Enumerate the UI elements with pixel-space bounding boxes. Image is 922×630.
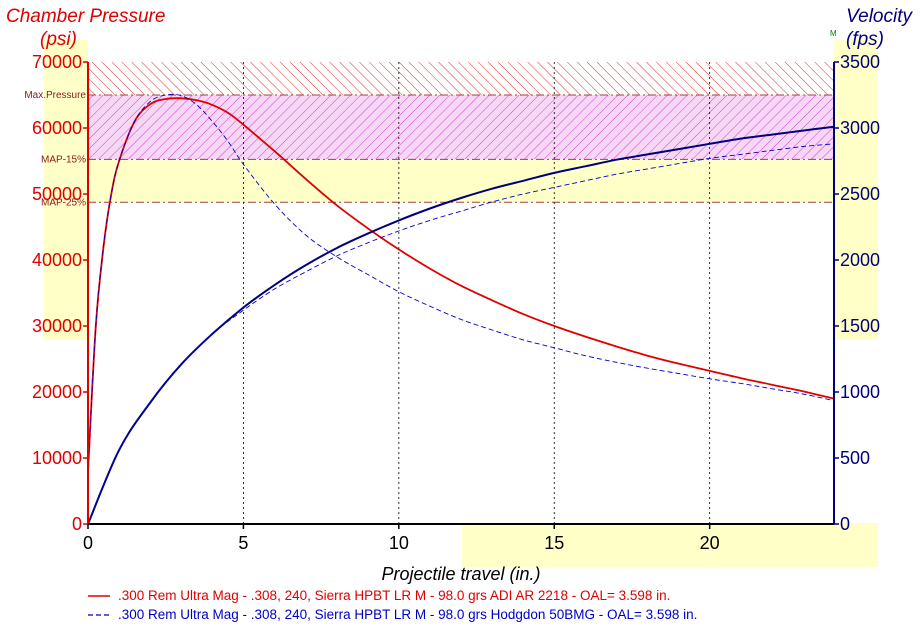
band-label-2: MAP-25% bbox=[41, 197, 86, 208]
left-axis-highlight bbox=[44, 40, 88, 340]
grid-lines bbox=[243, 62, 711, 524]
band-over-max bbox=[88, 62, 834, 95]
tick-left-3: 30000 bbox=[32, 316, 82, 336]
tick-x-0: 0 bbox=[83, 533, 93, 553]
tick-right-6: 3000 bbox=[840, 118, 880, 138]
pressure-line-series-1 bbox=[87, 93, 835, 472]
right-axis-unit: (fps) bbox=[846, 29, 884, 50]
tick-right-4: 2000 bbox=[840, 250, 880, 270]
legend-label-50bmg: .300 Rem Ultra Mag - .308, 240, Sierra H… bbox=[118, 607, 698, 622]
band-map25 bbox=[88, 159, 834, 203]
left-axis-title: Chamber Pressure bbox=[6, 6, 165, 27]
series-lines bbox=[87, 93, 835, 525]
legend-item-50bmg: .300 Rem Ultra Mag - .308, 240, Sierra H… bbox=[88, 605, 697, 624]
velocity-line-series-0 bbox=[87, 125, 835, 525]
right-marker: M bbox=[830, 29, 837, 38]
tick-left-4: 40000 bbox=[32, 250, 82, 270]
tick-x-1: 5 bbox=[238, 533, 248, 553]
tick-right-7: 3500 bbox=[840, 52, 880, 72]
band-label-1: MAP-15% bbox=[41, 154, 86, 165]
tick-left-1: 10000 bbox=[32, 448, 82, 468]
band-label-0: Max.Pressure bbox=[24, 90, 86, 101]
right-axis-highlight bbox=[834, 40, 878, 340]
tick-left-2: 20000 bbox=[32, 382, 82, 402]
pressure-bands: Max.Pressure MAP-15% MAP-25% bbox=[24, 62, 834, 208]
tick-right-5: 2500 bbox=[840, 184, 880, 204]
tick-left-5: 50000 bbox=[32, 184, 82, 204]
tick-left-0: 0 bbox=[72, 514, 82, 534]
tick-left-6: 60000 bbox=[32, 118, 82, 138]
legend-swatch-red bbox=[88, 591, 110, 601]
tick-right-3: 1500 bbox=[840, 316, 880, 336]
tick-labels: 0100002000030000400005000060000700000500… bbox=[32, 52, 880, 553]
tick-left-7: 70000 bbox=[32, 52, 82, 72]
x-axis-title: Projectile travel (in.) bbox=[381, 564, 540, 584]
tick-right-0: 0 bbox=[840, 514, 850, 534]
bottom-axis-highlight bbox=[462, 523, 878, 567]
pressure-line-series-0 bbox=[87, 97, 835, 472]
legend-item-ar2218: .300 Rem Ultra Mag - .308, 240, Sierra H… bbox=[88, 586, 697, 605]
tick-x-4: 20 bbox=[700, 533, 720, 553]
right-axis-title: Velocity bbox=[846, 6, 913, 27]
tick-x-2: 10 bbox=[389, 533, 409, 553]
legend-swatch-blue bbox=[88, 610, 110, 620]
legend: .300 Rem Ultra Mag - .308, 240, Sierra H… bbox=[88, 586, 697, 624]
left-axis-unit: (psi) bbox=[40, 29, 77, 50]
tick-x-3: 15 bbox=[544, 533, 564, 553]
velocity-line-series-1 bbox=[87, 143, 835, 525]
tick-right-2: 1000 bbox=[840, 382, 880, 402]
legend-label-ar2218: .300 Rem Ultra Mag - .308, 240, Sierra H… bbox=[118, 588, 671, 603]
tick-right-1: 500 bbox=[840, 448, 870, 468]
band-map15-hatch bbox=[88, 95, 834, 160]
